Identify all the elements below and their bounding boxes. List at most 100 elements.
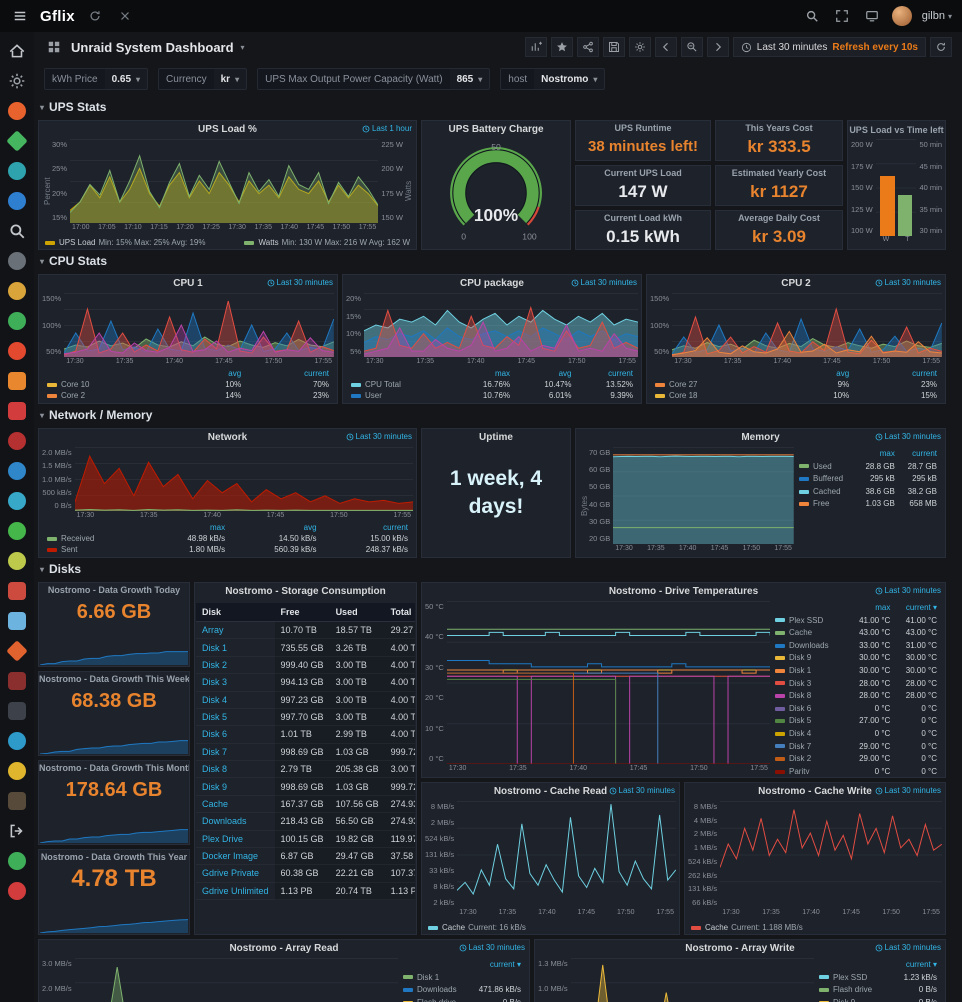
legend-row[interactable]: Used 28.8 GB 28.7 GB — [796, 461, 940, 474]
app-icon[interactable] — [8, 342, 26, 360]
legend-row[interactable]: Cache 43.00 °C 43.00 °C — [772, 627, 940, 640]
time-range-link[interactable]: Last 30 minutes — [571, 278, 637, 287]
time-range-link[interactable]: Last 30 minutes — [875, 943, 941, 952]
legend-row[interactable]: Disk 3 28.00 °C 28.00 °C — [772, 678, 940, 691]
panel-title[interactable]: UPS Battery Charge — [448, 124, 544, 135]
legend-row[interactable]: Buffered 295 kB 295 kB — [796, 473, 940, 486]
time-range-link[interactable]: Last 1 hour — [362, 124, 412, 133]
legend-item[interactable]: UPS Load Min: 15% Max: 25% Avg: 19% — [45, 238, 206, 247]
legend-sort-header[interactable]: max — [879, 449, 895, 458]
legend-sort-header[interactable]: current ▾ — [489, 960, 521, 969]
app-icon[interactable] — [8, 762, 26, 780]
settings-icon[interactable] — [8, 72, 26, 90]
legend-row[interactable]: Downloads 33.00 °C 31.00 °C — [772, 640, 940, 653]
app-icon[interactable] — [6, 130, 28, 152]
column-header[interactable]: Total — [384, 603, 415, 622]
app-icon[interactable] — [8, 492, 26, 510]
legend-row[interactable]: Sent 1.80 MB/s 560.39 kB/s 248.37 kB/s — [44, 544, 411, 555]
legend-sort-header[interactable]: current ▾ — [905, 960, 937, 969]
chart-canvas[interactable] — [74, 958, 398, 1002]
close-icon[interactable] — [115, 6, 135, 26]
time-range-link[interactable]: Last 30 minutes — [875, 432, 941, 441]
legend-row[interactable]: Core 2 14% 23% — [44, 390, 332, 401]
app-brand[interactable]: Gflix — [40, 7, 75, 25]
legend-row[interactable]: Disk 1 — [400, 972, 524, 985]
legend-sort-header[interactable]: current — [304, 369, 329, 378]
panel-title[interactable]: Uptime — [479, 432, 513, 443]
app-icon[interactable] — [8, 702, 26, 720]
legend-sort-header[interactable]: current — [608, 369, 633, 378]
legend-sort-header[interactable]: avg — [836, 369, 850, 378]
app-icon[interactable] — [8, 162, 26, 180]
search-icon[interactable] — [8, 222, 26, 240]
legend-row[interactable]: User 10.76% 6.01% 9.39% — [348, 390, 636, 401]
legend[interactable]: Cache Current: 1.188 MB/s — [691, 923, 939, 932]
legend-row[interactable]: Disk 8 28.00 °C 28.00 °C — [772, 690, 940, 703]
section-disks[interactable]: ▾ Disks — [40, 562, 81, 576]
panel-title[interactable]: CPU package — [460, 278, 524, 289]
user-menu[interactable]: gilbn ▾ — [922, 10, 952, 22]
share-button[interactable] — [576, 37, 599, 57]
panel-title[interactable]: UPS Load % — [198, 124, 257, 135]
time-range-link[interactable]: Last 30 minutes — [609, 786, 675, 795]
app-icon[interactable] — [8, 192, 26, 210]
section-cpu-stats[interactable]: ▾ CPU Stats — [40, 254, 107, 268]
app-icon[interactable] — [8, 462, 26, 480]
stat-title[interactable]: Nostromo - Data Growth This Year — [40, 852, 188, 862]
chart-canvas[interactable] — [446, 601, 770, 764]
app-icon[interactable] — [6, 640, 28, 662]
legend[interactable]: max current ▾ Plex SSD 41.00 °C 41.00 °C Cach… — [770, 601, 942, 774]
chart-canvas[interactable] — [672, 293, 942, 357]
tv-mode-icon[interactable] — [862, 6, 882, 26]
panel-title[interactable]: Nostromo - Cache Write — [758, 786, 872, 797]
logout-icon[interactable] — [8, 822, 26, 840]
hamburger-menu-icon[interactable] — [10, 6, 30, 26]
legend-row[interactable]: Core 27 9% 23% — [652, 379, 940, 390]
panel-title[interactable]: Nostromo - Array Write — [685, 943, 795, 954]
template-variable-dropdown[interactable]: host Nostromo ▾ — [500, 68, 606, 90]
legend-row[interactable]: Plex SSD 1.23 kB/s — [816, 972, 940, 985]
zoom-out-button[interactable] — [680, 37, 703, 57]
legend-sort-header[interactable]: avg — [558, 369, 572, 378]
dashboard-grid-icon[interactable] — [44, 37, 64, 57]
column-header[interactable]: Free — [274, 603, 330, 622]
legend-item[interactable]: Cache Current: 1.188 MB/s — [691, 923, 803, 932]
app-icon[interactable] — [8, 792, 26, 810]
panel-title[interactable]: Network — [207, 432, 248, 443]
panel-title[interactable]: CPU 2 — [781, 278, 811, 289]
app-icon-grafana[interactable] — [8, 102, 26, 120]
panel-title[interactable]: Nostromo - Cache Read — [493, 786, 608, 797]
app-icon[interactable] — [8, 312, 26, 330]
app-icon[interactable] — [8, 582, 26, 600]
app-icon[interactable] — [8, 882, 26, 900]
refresh-button[interactable] — [930, 37, 952, 57]
stat-title[interactable]: Average Daily Cost — [738, 213, 820, 223]
legend-row[interactable]: Disk 5 27.00 °C 0 °C — [772, 715, 940, 728]
time-range-picker[interactable]: Last 30 minutes Refresh every 10s — [732, 37, 926, 57]
section-ups-stats[interactable]: ▾ UPS Stats — [40, 100, 106, 114]
template-variable-dropdown[interactable]: kWh Price 0.65 ▾ — [44, 68, 149, 90]
app-icon[interactable] — [8, 252, 26, 270]
time-forward-button[interactable] — [706, 37, 729, 57]
legend-row[interactable]: Core 18 10% 15% — [652, 390, 940, 401]
legend-row[interactable]: Free 1.03 GB 658 MB — [796, 498, 940, 511]
chart-canvas[interactable] — [70, 139, 379, 223]
chart-canvas[interactable] — [74, 447, 413, 511]
chart-canvas[interactable] — [613, 447, 794, 544]
panel-title[interactable]: Nostromo - Storage Consumption — [225, 586, 386, 597]
app-icon[interactable] — [8, 282, 26, 300]
save-button[interactable] — [602, 37, 625, 57]
legend-row[interactable]: Parity 0 °C 0 °C — [772, 766, 940, 774]
table-row[interactable]: Disk 61.01 TB2.99 TB4.00 TB — [196, 725, 415, 744]
legend-sort-header[interactable]: current — [383, 523, 408, 532]
chevron-down-icon[interactable]: ▾ — [240, 42, 245, 52]
